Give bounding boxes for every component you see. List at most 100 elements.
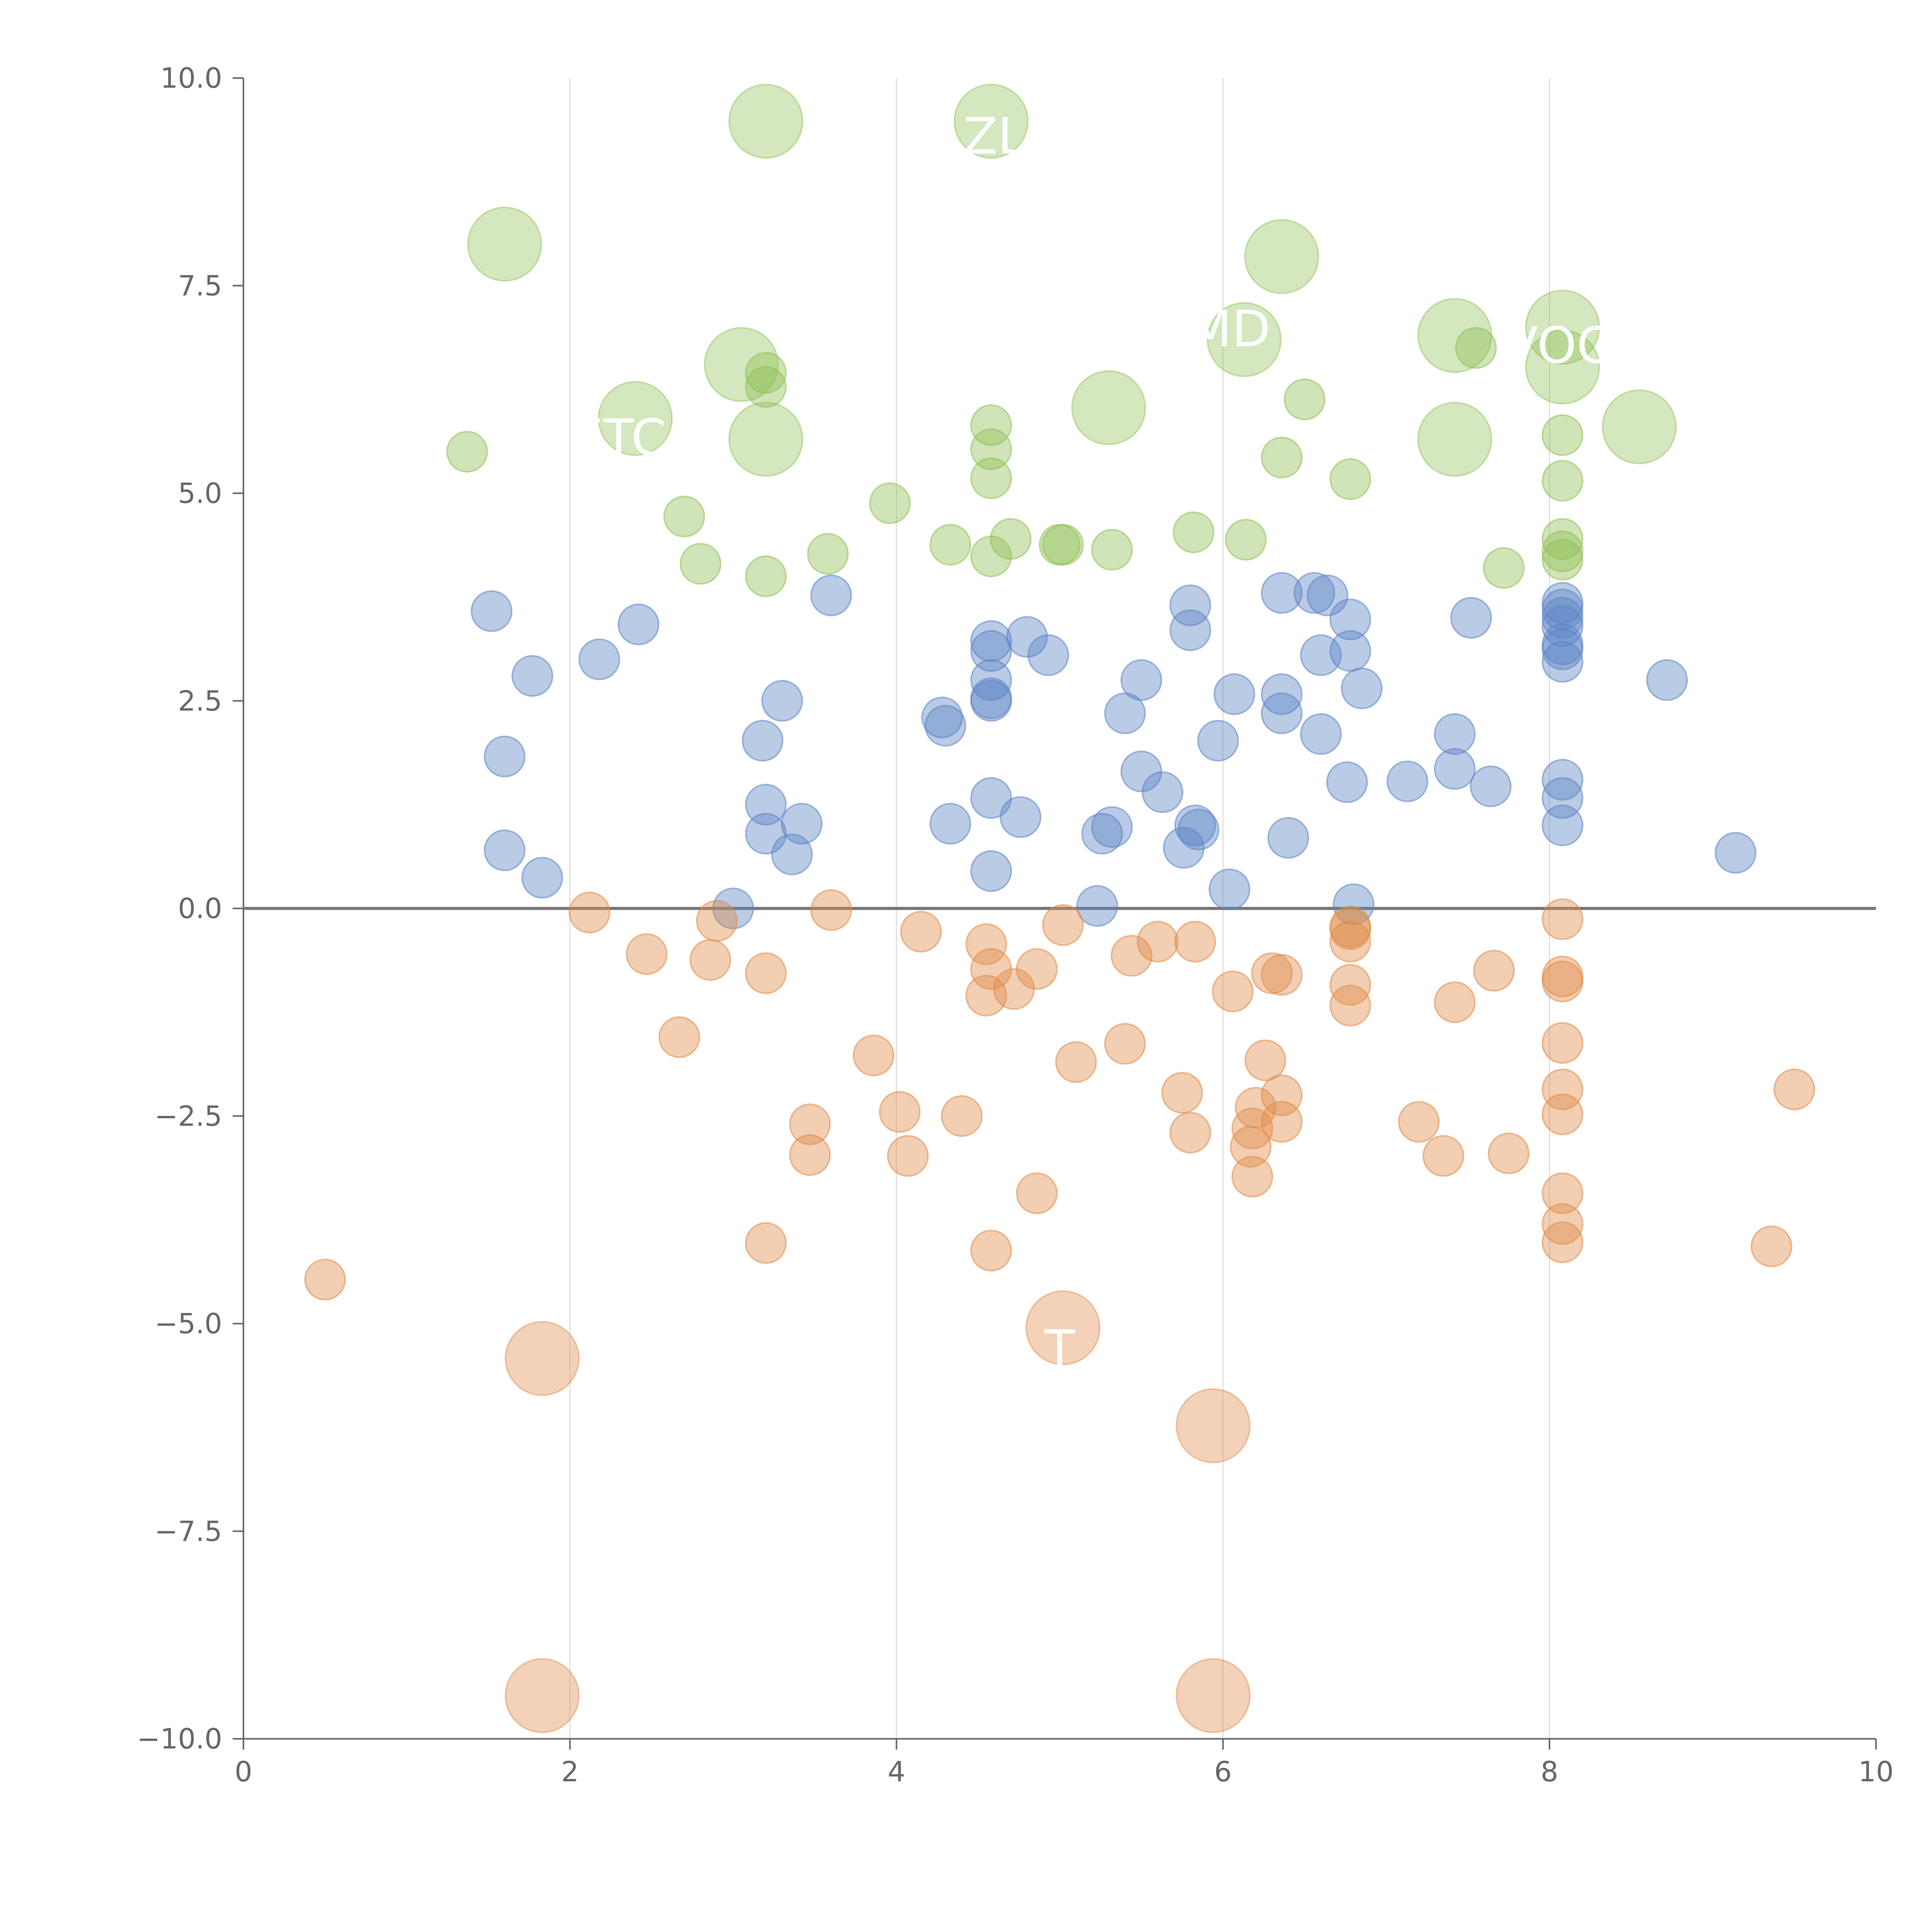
y-tick-label: 10.0 bbox=[160, 62, 222, 94]
orange-point bbox=[745, 1222, 787, 1264]
blue-point bbox=[1541, 641, 1583, 683]
orange-point bbox=[1541, 961, 1583, 1003]
orange-point bbox=[689, 939, 731, 981]
orange-point bbox=[1329, 920, 1371, 963]
blue-point bbox=[1541, 605, 1583, 647]
orange-point bbox=[1422, 1135, 1464, 1177]
green-point bbox=[1541, 414, 1583, 456]
blue-point bbox=[1541, 804, 1583, 847]
blue-point bbox=[617, 604, 660, 646]
y-tick-label: −2.5 bbox=[155, 1100, 222, 1132]
blue-point bbox=[745, 813, 787, 855]
orange-point bbox=[1042, 904, 1084, 946]
green-big-point bbox=[1206, 302, 1282, 377]
blue-point bbox=[1213, 673, 1255, 715]
orange-point bbox=[1329, 906, 1371, 948]
green-point bbox=[1483, 547, 1525, 589]
orange-point bbox=[658, 1016, 701, 1058]
blue-point bbox=[1267, 817, 1309, 859]
orange-point bbox=[1212, 970, 1254, 1012]
orange-big-point bbox=[1175, 1388, 1251, 1463]
bubble-label: ETC bbox=[571, 408, 666, 467]
orange-point bbox=[900, 911, 942, 953]
orange-point bbox=[1169, 1112, 1211, 1154]
blue-point bbox=[1293, 572, 1335, 614]
blue-point bbox=[761, 680, 803, 722]
blue-point bbox=[1197, 719, 1239, 762]
blue-point bbox=[484, 735, 526, 777]
blue-point bbox=[924, 705, 966, 747]
green-point bbox=[1225, 519, 1267, 561]
blue-point bbox=[1450, 597, 1492, 639]
blue-point bbox=[1091, 806, 1133, 848]
y-tick-label: 2.5 bbox=[178, 685, 222, 717]
orange-point bbox=[1261, 1074, 1303, 1116]
orange-point bbox=[1473, 950, 1515, 992]
green-big-point bbox=[1525, 329, 1600, 405]
green-point bbox=[1541, 460, 1583, 502]
blue-point bbox=[742, 719, 784, 762]
blue-point bbox=[1714, 832, 1757, 874]
orange-point bbox=[1055, 1041, 1097, 1083]
green-point bbox=[869, 482, 911, 524]
y-tick-label: 0.0 bbox=[178, 892, 222, 925]
blue-point bbox=[1300, 713, 1342, 755]
axis-layer: −10.0 −7.5 −5.0 −2.5 0.0 2.5 5.0 7.5 10.0 0 2 4 6 8 10 bbox=[137, 62, 1893, 1788]
blue-point bbox=[1120, 659, 1162, 701]
blue-point bbox=[810, 574, 852, 616]
blue-point bbox=[1306, 574, 1349, 616]
orange-point bbox=[1016, 948, 1058, 990]
blue-point bbox=[929, 803, 971, 845]
orange-big-point bbox=[1025, 1290, 1100, 1366]
green-point bbox=[1455, 327, 1497, 369]
orange-point bbox=[879, 1091, 921, 1133]
green-point bbox=[680, 543, 721, 585]
x-tick-label: 0 bbox=[235, 1755, 252, 1788]
blue-point bbox=[1261, 572, 1303, 614]
orange-point bbox=[1541, 1203, 1583, 1245]
y-tick-label: 5.0 bbox=[178, 477, 222, 510]
orange-point bbox=[1016, 1172, 1058, 1214]
orange-point bbox=[1137, 920, 1179, 963]
orange-point bbox=[941, 1095, 983, 1137]
green-big-point bbox=[728, 83, 803, 159]
orange-point bbox=[568, 891, 611, 934]
orange-point bbox=[745, 952, 787, 994]
orange-point bbox=[1541, 898, 1583, 940]
green-point bbox=[663, 495, 705, 537]
orange-point bbox=[1261, 1101, 1303, 1143]
orange-point bbox=[789, 1134, 831, 1176]
green-point bbox=[745, 352, 787, 394]
orange-point bbox=[789, 1103, 831, 1145]
orange-point bbox=[1111, 935, 1153, 977]
blue-point bbox=[970, 630, 1012, 672]
blue-point bbox=[1326, 761, 1368, 803]
blue-point bbox=[1141, 771, 1184, 813]
orange-point bbox=[970, 1230, 1012, 1272]
blue-point bbox=[781, 803, 823, 845]
orange-point bbox=[1235, 1087, 1277, 1129]
bubble-label: VOC bbox=[1503, 316, 1612, 375]
green-point bbox=[1541, 539, 1583, 581]
green-big-point bbox=[1602, 389, 1677, 464]
blue-point bbox=[578, 638, 621, 680]
bubble-label: ZL bbox=[963, 107, 1026, 165]
orange-point bbox=[965, 923, 1007, 965]
green-big-point bbox=[1417, 401, 1492, 477]
blue-point bbox=[1469, 765, 1512, 808]
x-tick-label: 10 bbox=[1858, 1755, 1894, 1788]
bubble-label: MD bbox=[1189, 299, 1270, 358]
blue-point bbox=[1027, 634, 1069, 676]
blue-point bbox=[970, 777, 1012, 819]
blue-point bbox=[484, 829, 526, 871]
x-tick-label: 4 bbox=[888, 1755, 905, 1788]
orange-point bbox=[304, 1259, 346, 1301]
orange-point bbox=[1773, 1068, 1815, 1111]
green-big-point bbox=[467, 206, 542, 282]
x-tick-label: 2 bbox=[561, 1755, 579, 1788]
orange-point bbox=[1488, 1132, 1530, 1174]
green-big-point bbox=[1244, 219, 1320, 294]
green-point bbox=[1541, 530, 1583, 572]
orange-point bbox=[1329, 985, 1371, 1027]
